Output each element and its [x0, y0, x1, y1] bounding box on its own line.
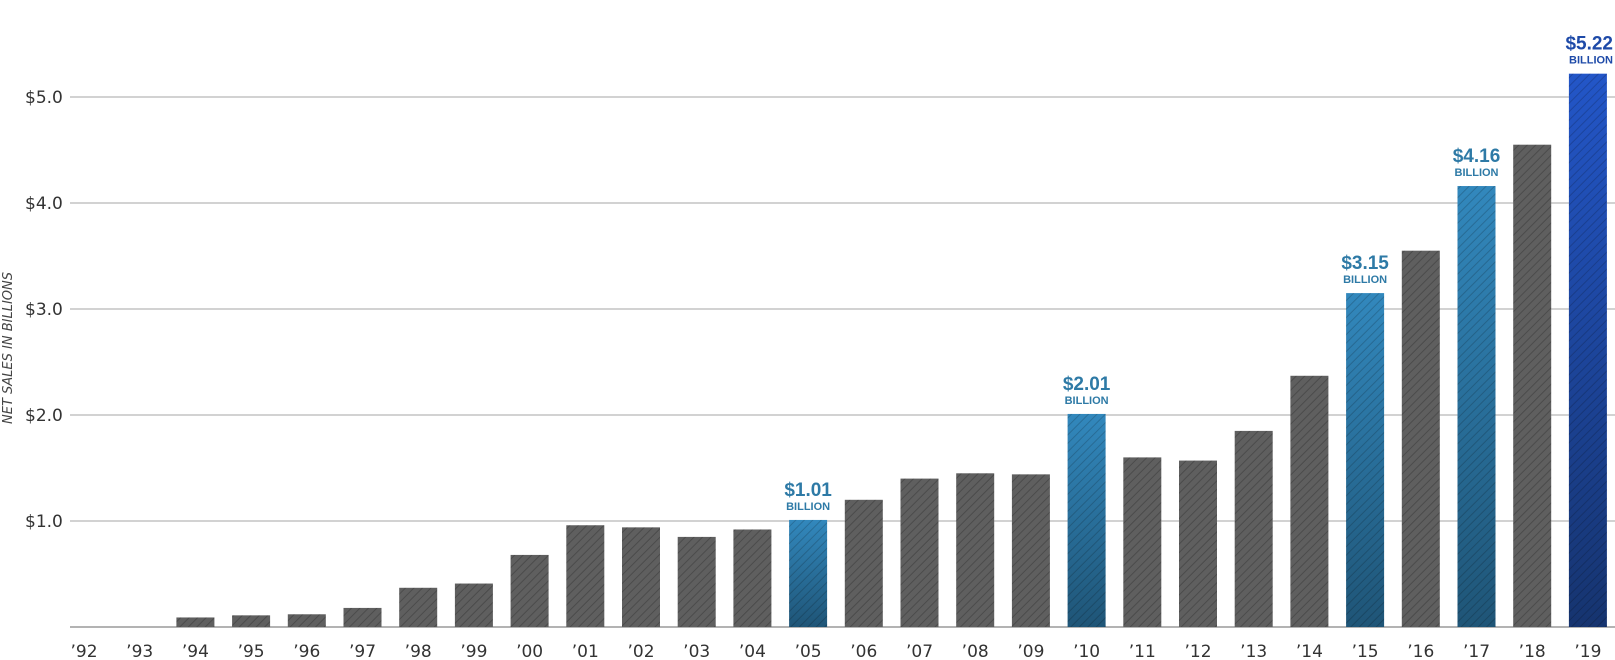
x-tick-label: ’00 — [516, 642, 543, 660]
x-tick-label: ’04 — [739, 642, 766, 660]
x-tick-label: ’05 — [795, 642, 822, 660]
value-label: $2.01 — [1063, 374, 1111, 395]
y-tick-label: $5.0 — [25, 88, 63, 108]
x-tick-label: ’14 — [1296, 642, 1323, 660]
value-label: $5.22 — [1565, 34, 1613, 55]
bar-12 — [733, 529, 772, 627]
bar-17 — [1011, 474, 1050, 627]
unit-label: BILLION — [1455, 167, 1499, 179]
bar-5 — [343, 607, 382, 627]
x-tick-label: ’99 — [460, 642, 487, 660]
bar-11 — [677, 536, 716, 627]
x-tick-label: ’93 — [126, 642, 153, 660]
bar-annotations: $1.01BILLION$2.01BILLION$3.15BILLION$4.1… — [784, 34, 1613, 513]
bar-14 — [844, 499, 883, 627]
bar-21 — [1234, 430, 1273, 627]
x-tick-label: ’06 — [850, 642, 877, 660]
unit-label: BILLION — [786, 501, 830, 513]
bar-8 — [510, 554, 549, 627]
bar-hatch-23 — [1346, 293, 1385, 627]
bar-7 — [454, 583, 493, 627]
value-label: $4.16 — [1453, 146, 1501, 167]
bar-hatch-18 — [1067, 413, 1106, 627]
x-tick-label: ’16 — [1407, 642, 1434, 660]
x-tick-label: ’09 — [1017, 642, 1044, 660]
x-tick-label: ’96 — [293, 642, 320, 660]
y-tick-label: $4.0 — [25, 194, 63, 214]
bar-6 — [399, 587, 438, 627]
x-tick-label: ’18 — [1519, 642, 1546, 660]
y-axis-title: NET SALES IN BILLIONS — [1, 272, 16, 424]
x-tick-label: ’15 — [1352, 642, 1379, 660]
x-tick-label: ’97 — [349, 642, 376, 660]
bar-20 — [1179, 460, 1217, 627]
x-tick-label: ’98 — [405, 642, 432, 660]
y-tick-label: $3.0 — [25, 300, 63, 320]
bars — [176, 73, 1607, 628]
bar-10 — [622, 527, 660, 627]
x-tick-label: ’19 — [1574, 642, 1601, 660]
bar-3 — [232, 615, 271, 627]
bar-hatch-27 — [1568, 73, 1607, 628]
bar-hatch-13 — [789, 519, 828, 627]
y-tick-label: $1.0 — [25, 512, 63, 532]
bar-19 — [1123, 457, 1162, 627]
y-axis-ticks: $1.0 $2.0 $3.0 $4.0 $5.0 — [25, 88, 63, 532]
y-tick-label: $2.0 — [25, 406, 63, 426]
bar-22 — [1290, 375, 1329, 627]
x-tick-label: ’11 — [1129, 642, 1156, 660]
unit-label: BILLION — [1569, 55, 1613, 67]
bar-hatch-25 — [1457, 186, 1496, 628]
bar-26 — [1513, 144, 1552, 627]
x-tick-label: ’03 — [683, 642, 710, 660]
unit-label: BILLION — [1343, 274, 1387, 286]
x-tick-label: ’17 — [1463, 642, 1490, 660]
x-tick-label: ’01 — [572, 642, 599, 660]
unit-label: BILLION — [1065, 395, 1109, 407]
x-tick-label: ’02 — [627, 642, 654, 660]
bar-24 — [1401, 250, 1440, 627]
x-tick-label: ’12 — [1184, 642, 1211, 660]
bar-4 — [287, 614, 326, 627]
bar-2 — [176, 617, 215, 627]
value-label: $3.15 — [1341, 253, 1389, 274]
value-label: $1.01 — [784, 480, 832, 501]
x-tick-label: ’07 — [906, 642, 933, 660]
x-tick-label: ’95 — [238, 642, 265, 660]
x-tick-label: ’13 — [1240, 642, 1267, 660]
x-tick-label: ’94 — [182, 642, 209, 660]
bar-9 — [566, 525, 605, 627]
x-tick-label: ’92 — [70, 642, 97, 660]
bar-16 — [956, 473, 995, 627]
x-tick-label: ’10 — [1073, 642, 1100, 660]
x-axis-ticks: ’92 ’93 ’94 ’95 ’96 ’97 ’98 ’99 ’00 ’01 ’02 ’03 ’04 ’… — [70, 642, 1601, 660]
bar-15 — [900, 478, 939, 627]
x-tick-label: ’08 — [962, 642, 989, 660]
